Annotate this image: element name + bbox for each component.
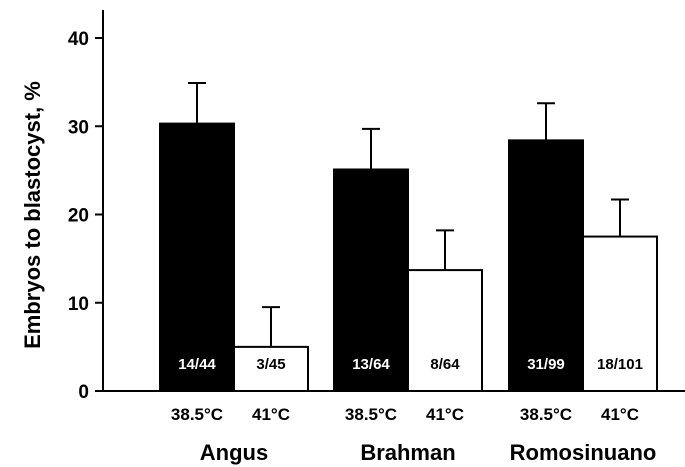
bar: [159, 122, 235, 392]
bar: [508, 139, 584, 392]
bar-value-label: 31/99: [527, 356, 565, 373]
condition-label: 38.5°C: [520, 405, 572, 424]
bar-value-label: 14/44: [178, 356, 216, 373]
bar: [407, 269, 483, 392]
bar-value-label: 8/64: [430, 356, 460, 373]
bar-value-label: 3/45: [256, 356, 285, 373]
bar: [333, 168, 409, 392]
bar: [233, 345, 309, 392]
group-label: Angus: [200, 440, 268, 465]
condition-label: 38.5°C: [171, 405, 223, 424]
y-tick-label: 0: [78, 382, 89, 403]
condition-label: 41°C: [601, 405, 639, 424]
labels: 14/44 38.5°C 3/45 41°C Angus 13/64 38.5°C 8/64 4…: [171, 356, 656, 465]
y-tick-label: 40: [68, 29, 89, 50]
y-axis-label: Embryos to blastocyst, %: [20, 81, 45, 349]
group-label: Romosinuano: [510, 440, 657, 465]
bar-value-label: 13/64: [352, 356, 390, 373]
y-tick-label: 30: [68, 117, 89, 138]
condition-label: 41°C: [252, 405, 290, 424]
y-tick-label: 10: [68, 294, 89, 315]
group-label: Brahman: [360, 440, 455, 465]
bars: [159, 82, 658, 392]
bar: [582, 235, 658, 392]
bar-value-label: 18/101: [597, 356, 643, 373]
condition-label: 41°C: [426, 405, 464, 424]
condition-label: 38.5°C: [345, 405, 397, 424]
y-tick-label: 20: [68, 206, 89, 227]
